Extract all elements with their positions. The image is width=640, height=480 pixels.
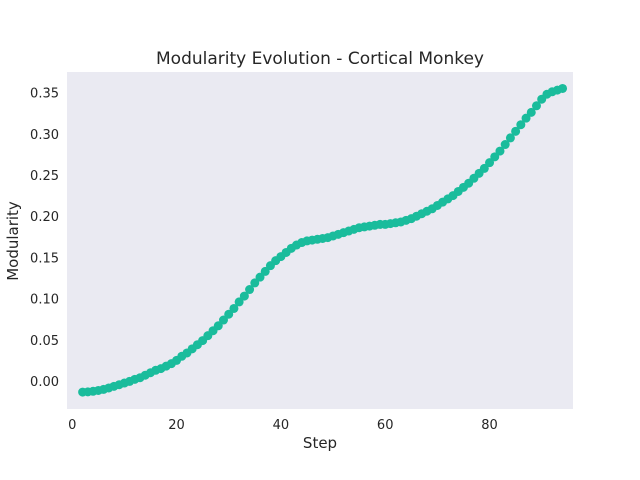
- data-point: [234, 297, 244, 307]
- y-tick-label: 0.30: [30, 128, 59, 143]
- data-point: [479, 163, 489, 173]
- data-point: [490, 152, 500, 162]
- data-point: [239, 291, 249, 301]
- x-axis-label: Step: [303, 434, 337, 452]
- data-point: [516, 120, 526, 130]
- y-tick-label: 0.10: [30, 293, 59, 308]
- x-axis-ticks: 0 20 40 60 80: [68, 418, 498, 433]
- x-tick-label: 80: [481, 418, 498, 433]
- y-tick-label: 0.20: [30, 210, 59, 225]
- y-axis-ticks: 0.00 0.05 0.10 0.15 0.20 0.25 0.30 0.35: [30, 87, 59, 390]
- data-point: [526, 107, 536, 117]
- y-tick-label: 0.00: [30, 375, 59, 390]
- chart-title: Modularity Evolution - Cortical Monkey: [156, 49, 484, 69]
- x-tick-label: 60: [377, 418, 394, 433]
- data-point: [500, 140, 510, 150]
- data-point: [224, 309, 234, 319]
- data-points: [78, 83, 568, 397]
- data-point: [229, 303, 239, 313]
- data-point: [255, 272, 265, 282]
- y-tick-label: 0.25: [30, 169, 59, 184]
- data-point: [245, 285, 255, 295]
- y-axis-label: Modularity: [4, 201, 22, 281]
- data-point: [495, 146, 505, 156]
- data-point: [213, 321, 223, 331]
- data-point: [260, 266, 270, 276]
- data-point: [485, 158, 495, 168]
- x-tick-label: 40: [273, 418, 290, 433]
- y-tick-label: 0.35: [30, 87, 59, 102]
- x-tick-label: 0: [68, 418, 76, 433]
- x-tick-label: 20: [168, 418, 185, 433]
- data-point: [218, 315, 228, 325]
- data-point: [250, 278, 260, 288]
- data-point: [558, 83, 568, 93]
- data-point: [531, 101, 541, 111]
- data-point: [521, 113, 531, 123]
- data-point: [505, 133, 515, 143]
- data-point: [511, 126, 521, 136]
- y-tick-label: 0.05: [30, 334, 59, 349]
- y-tick-label: 0.15: [30, 251, 59, 266]
